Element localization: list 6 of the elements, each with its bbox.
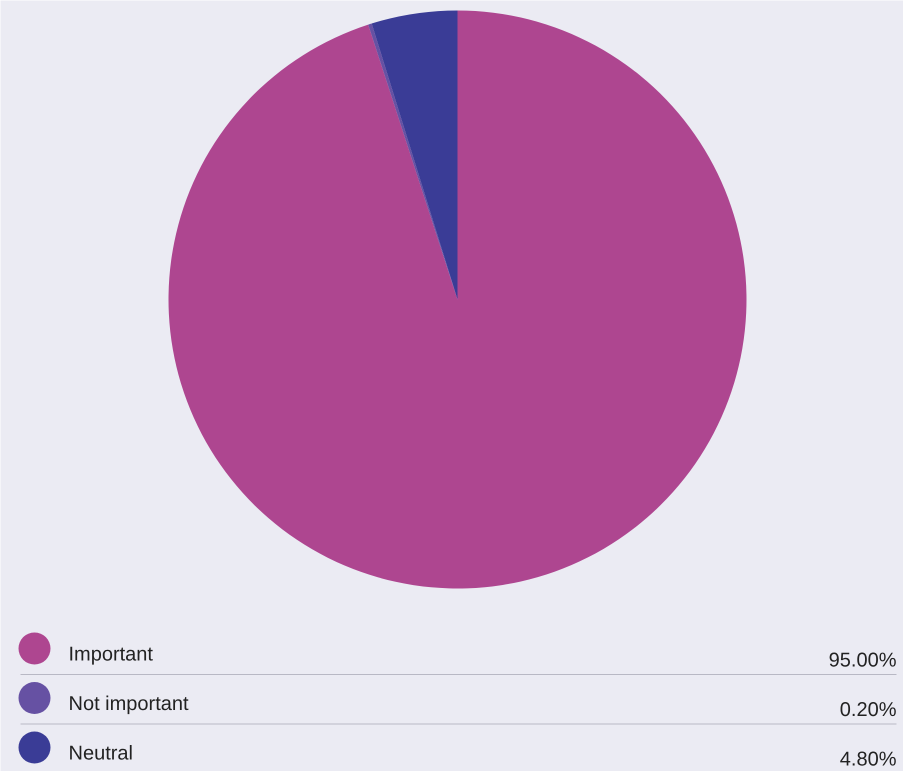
legend-label: Important — [68, 644, 154, 666]
data-label: 0.20% — [840, 699, 897, 721]
data-label: 4.80% — [840, 748, 897, 770]
data-label: 95.00% — [828, 650, 897, 672]
legend-label: Not important — [68, 693, 189, 715]
legend-label: Neutral — [68, 742, 133, 764]
